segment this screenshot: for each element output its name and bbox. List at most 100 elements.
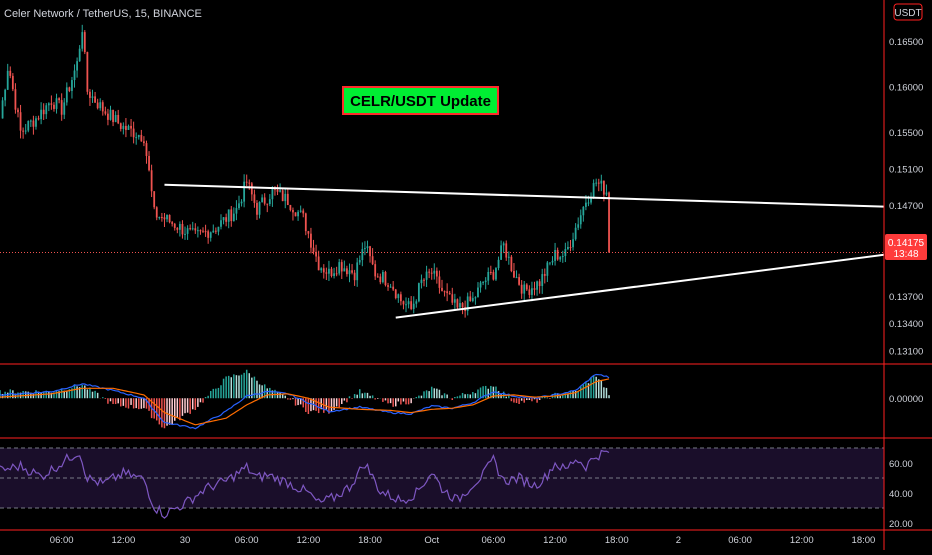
price-panel[interactable] (0, 24, 884, 318)
candle-body (425, 271, 428, 280)
candle-body (384, 272, 387, 286)
candle-body (284, 193, 287, 202)
candle-body (381, 272, 384, 283)
candle-body (579, 215, 582, 225)
candle-body (366, 246, 369, 249)
candle-body (238, 203, 240, 209)
currency-badge-frame[interactable] (893, 3, 923, 21)
price-tick-label: 0.15500 (889, 128, 923, 139)
annotation-box[interactable] (342, 86, 499, 115)
candle-body (515, 277, 518, 279)
candle-body (456, 299, 459, 308)
candle-body (438, 276, 441, 288)
candle-body (99, 102, 102, 109)
candle-body (487, 271, 490, 281)
candle-body (435, 270, 438, 277)
candle-body (335, 273, 338, 275)
candle-body (554, 249, 556, 261)
candle-body (507, 256, 510, 258)
candle-body (217, 226, 220, 232)
candle-body (513, 271, 515, 278)
time-tick-label: 2 (676, 535, 681, 546)
rsi-line (0, 449, 610, 519)
trendline[interactable] (395, 253, 885, 319)
candle-body (122, 125, 125, 129)
candle-body (358, 260, 361, 263)
price-tick-label: 0.13100 (889, 346, 923, 357)
candle-body (322, 268, 325, 273)
candle-body (549, 262, 551, 264)
price-tick-label: 0.15100 (889, 164, 923, 175)
candle-body (495, 268, 497, 280)
time-axis[interactable]: 06:00 12:00 30 06:00 12:00 18:00 Oct 06:00 12:00… (50, 535, 876, 546)
candle-body (281, 190, 284, 202)
candle-body (441, 287, 443, 292)
candle-body (240, 201, 243, 204)
candle-body (541, 274, 544, 286)
current-price-label: 0.14175 (888, 238, 925, 249)
candle-body (96, 102, 99, 109)
currency-badge[interactable]: USDT (894, 8, 921, 19)
candle-body (196, 230, 199, 232)
candle-body (343, 268, 346, 272)
candle-body (317, 256, 320, 271)
candle-body (178, 223, 181, 230)
rsi-panel[interactable] (0, 447, 884, 519)
trendline[interactable] (164, 183, 885, 208)
macd-panel[interactable] (0, 369, 610, 430)
candle-body (448, 293, 451, 295)
price-tick-label: 0.16500 (889, 37, 923, 48)
candle-body (148, 155, 150, 171)
candle-body (338, 262, 341, 274)
candle-body (299, 210, 302, 212)
candle-body (292, 209, 294, 213)
candle-body (302, 210, 305, 214)
candle-body (9, 70, 12, 76)
candle-body (199, 230, 202, 232)
candle-body (243, 181, 246, 202)
candle-body (564, 249, 567, 257)
candle-body (312, 247, 315, 252)
candle-body (94, 96, 96, 103)
candle-body (428, 271, 431, 273)
candle-body (533, 288, 536, 290)
candle-body (32, 120, 35, 127)
candle-body (155, 207, 158, 218)
candle-body (4, 89, 7, 101)
annotation-label: CELR/USDT Update (350, 93, 491, 110)
candle-body (1, 100, 4, 119)
candle-body (538, 281, 541, 286)
time-tick-label: 18:00 (358, 535, 382, 546)
candle-body (587, 202, 590, 204)
candle-body (235, 208, 238, 214)
candle-body (60, 100, 63, 115)
candle-body (430, 272, 433, 274)
candle-body (248, 182, 251, 184)
price-axis[interactable]: 0.165000.160000.155000.151000.147000.143… (889, 37, 923, 530)
candle-body (225, 217, 228, 222)
candle-body (510, 256, 513, 272)
candle-body (474, 297, 477, 299)
candle-body (245, 181, 248, 183)
trendlines[interactable] (164, 183, 885, 319)
candle-body (158, 217, 161, 219)
candle-body (461, 303, 464, 308)
candle-body (459, 303, 461, 308)
candle-body (63, 102, 66, 115)
candle-body (194, 228, 197, 231)
candle-body (83, 32, 86, 53)
candle-body (340, 262, 343, 272)
price-tick-label: 0.14700 (889, 201, 923, 212)
candle-body (214, 230, 217, 232)
candle-body (160, 217, 163, 219)
candle-body (119, 123, 122, 129)
candle-body (328, 268, 330, 274)
time-tick-label: 18:00 (605, 535, 629, 546)
candle-body (605, 192, 608, 195)
candle-body (518, 277, 520, 285)
candle-body (230, 209, 233, 222)
time-tick-label: 18:00 (852, 535, 876, 546)
time-tick-label: 12:00 (790, 535, 814, 546)
